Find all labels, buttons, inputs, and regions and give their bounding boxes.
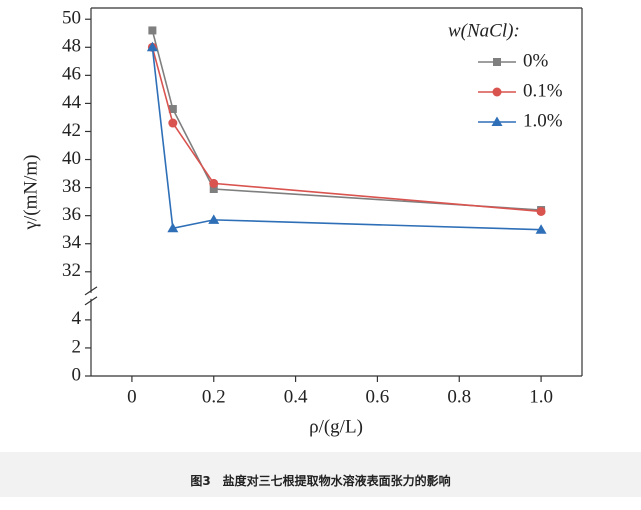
x-tick-label: 0 [127, 386, 137, 407]
y-tick-label: 40 [62, 148, 81, 169]
y-tick-label: 48 [62, 36, 81, 57]
x-tick-label: 0.4 [284, 386, 308, 407]
marker [535, 224, 547, 234]
axis-break [84, 296, 98, 306]
x-tick-label: 0.2 [202, 386, 226, 407]
marker [536, 206, 546, 216]
y-tick-label: 50 [62, 8, 81, 29]
chart: γ/(mN/m) ρ/(g/L) w(NaCl): 0 2 4 32 34 36 38 40 4… [20, 7, 583, 437]
legend-title: w(NaCl): [448, 20, 520, 41]
marker [209, 178, 219, 188]
y-tick-label: 38 [62, 176, 81, 197]
marker [146, 41, 158, 52]
y-tick-label: 0 [72, 364, 82, 385]
legend-marker [493, 58, 501, 66]
x-tick-label: 0.8 [447, 386, 471, 407]
legend-marker [491, 116, 503, 126]
legend-marker [492, 87, 502, 97]
x-axis-label: ρ/(g/L) [309, 416, 363, 437]
page: γ/(mN/m) ρ/(g/L) w(NaCl): 0 2 4 32 34 36 38 40 4… [0, 7, 641, 497]
y-tick-label: 36 [62, 204, 81, 225]
legend-label: 0% [523, 50, 549, 71]
legend-label: 0.1% [523, 80, 563, 101]
marker [168, 118, 178, 128]
series-line [151, 47, 542, 231]
y-tick-label: 42 [62, 120, 81, 141]
marker [208, 214, 220, 224]
marker [209, 185, 218, 193]
marker [148, 26, 157, 35]
y-tick-label: 4 [72, 308, 82, 329]
y-tick-label: 34 [62, 232, 82, 253]
y-tick-label: 46 [62, 64, 81, 85]
x-tick-label: 1.0 [529, 386, 553, 407]
y-tick-label: 44 [62, 92, 82, 113]
series-line [151, 47, 542, 213]
y-tick-label: 32 [62, 260, 81, 281]
y-axis-label: γ/(mN/m) [20, 155, 41, 231]
caption: 图3 盐度对三七根提取物水溶液表面张力的影响 [0, 452, 641, 497]
marker [167, 222, 179, 233]
marker [168, 105, 177, 114]
legend-label: 1.0% [523, 110, 563, 131]
y-tick-label: 2 [72, 336, 82, 357]
x-tick-label: 0.6 [366, 386, 390, 407]
axis-break [84, 286, 98, 296]
series-line [151, 30, 542, 211]
